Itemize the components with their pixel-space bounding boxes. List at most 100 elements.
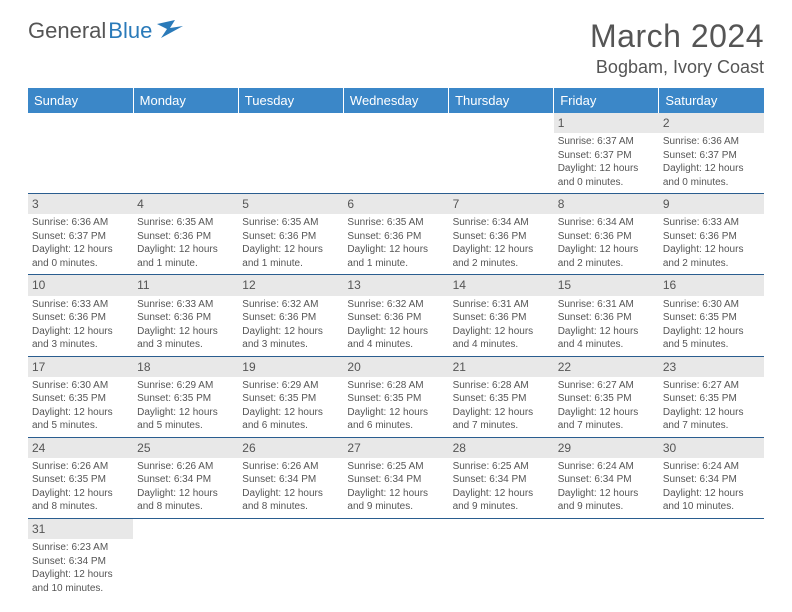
day-details: Sunrise: 6:33 AMSunset: 6:36 PMDaylight:… bbox=[663, 216, 760, 270]
weekday-header-row: SundayMondayTuesdayWednesdayThursdayFrid… bbox=[28, 88, 764, 113]
weekday-header: Tuesday bbox=[238, 88, 343, 113]
day-number: 15 bbox=[554, 275, 659, 295]
day-number: 30 bbox=[659, 438, 764, 458]
calendar-day-cell: 16 Sunrise: 6:30 AMSunset: 6:35 PMDayligh… bbox=[659, 275, 764, 356]
day-details: Sunrise: 6:29 AMSunset: 6:35 PMDaylight:… bbox=[242, 379, 339, 433]
day-number: 12 bbox=[238, 275, 343, 295]
day-number: 23 bbox=[659, 357, 764, 377]
calendar-week-row: 17Sunrise: 6:30 AMSunset: 6:35 PMDayligh… bbox=[28, 356, 764, 437]
calendar-day-cell: 7Sunrise: 6:34 AMSunset: 6:36 PMDaylight… bbox=[449, 194, 554, 275]
day-details: Sunrise: 6:31 AMSunset: 6:36 PMDaylight:… bbox=[558, 298, 655, 352]
day-details: Sunrise: 6:27 AMSunset: 6:35 PMDaylight:… bbox=[558, 379, 655, 433]
calendar-day-cell: 30Sunrise: 6:24 AMSunset: 6:34 PMDayligh… bbox=[659, 437, 764, 518]
day-details: Sunrise: 6:23 AMSunset: 6:34 PMDaylight:… bbox=[32, 541, 129, 595]
calendar-day-cell: 5Sunrise: 6:35 AMSunset: 6:36 PMDaylight… bbox=[238, 194, 343, 275]
day-details: Sunrise: 6:30 AMSunset: 6:35 PMDaylight:… bbox=[32, 379, 129, 433]
day-number: 25 bbox=[133, 438, 238, 458]
calendar-day-cell: 20Sunrise: 6:28 AMSunset: 6:35 PMDayligh… bbox=[343, 356, 448, 437]
weekday-header: Wednesday bbox=[343, 88, 448, 113]
day-details: Sunrise: 6:36 AMSunset: 6:37 PMDaylight:… bbox=[32, 216, 129, 270]
day-number: 3 bbox=[28, 194, 133, 214]
day-number: 2 bbox=[659, 113, 764, 133]
calendar-day-cell: 4Sunrise: 6:35 AMSunset: 6:36 PMDaylight… bbox=[133, 194, 238, 275]
day-number: 4 bbox=[133, 194, 238, 214]
calendar-day-cell: 27Sunrise: 6:25 AMSunset: 6:34 PMDayligh… bbox=[343, 437, 448, 518]
calendar-day-cell: 11 Sunrise: 6:33 AMSunset: 6:36 PMDayligh… bbox=[133, 275, 238, 356]
day-number: 29 bbox=[554, 438, 659, 458]
header: GeneralBlue March 2024 Bogbam, Ivory Coa… bbox=[28, 18, 764, 78]
day-details: Sunrise: 6:31 AMSunset: 6:36 PMDaylight:… bbox=[453, 298, 550, 352]
location: Bogbam, Ivory Coast bbox=[590, 57, 764, 78]
calendar-week-row: 31Sunrise: 6:23 AMSunset: 6:34 PMDayligh… bbox=[28, 518, 764, 599]
day-number: 10 bbox=[28, 275, 133, 295]
day-number: 31 bbox=[28, 519, 133, 539]
day-number: 9 bbox=[659, 194, 764, 214]
day-details: Sunrise: 6:26 AMSunset: 6:35 PMDaylight:… bbox=[32, 460, 129, 514]
calendar-day-cell bbox=[133, 518, 238, 599]
day-details: Sunrise: 6:35 AMSunset: 6:36 PMDaylight:… bbox=[137, 216, 234, 270]
day-details: Sunrise: 6:28 AMSunset: 6:35 PMDaylight:… bbox=[453, 379, 550, 433]
day-number: 7 bbox=[449, 194, 554, 214]
calendar-day-cell: 3Sunrise: 6:36 AMSunset: 6:37 PMDaylight… bbox=[28, 194, 133, 275]
calendar-day-cell: 19Sunrise: 6:29 AMSunset: 6:35 PMDayligh… bbox=[238, 356, 343, 437]
weekday-header: Friday bbox=[554, 88, 659, 113]
day-number: 18 bbox=[133, 357, 238, 377]
day-number: 19 bbox=[238, 357, 343, 377]
day-number: 22 bbox=[554, 357, 659, 377]
calendar-week-row: 24Sunrise: 6:26 AMSunset: 6:35 PMDayligh… bbox=[28, 437, 764, 518]
calendar-day-cell: 8Sunrise: 6:34 AMSunset: 6:36 PMDaylight… bbox=[554, 194, 659, 275]
day-number: 26 bbox=[238, 438, 343, 458]
day-details: Sunrise: 6:36 AMSunset: 6:37 PMDaylight:… bbox=[663, 135, 760, 189]
calendar-day-cell: 6Sunrise: 6:35 AMSunset: 6:36 PMDaylight… bbox=[343, 194, 448, 275]
calendar-day-cell: 29Sunrise: 6:24 AMSunset: 6:34 PMDayligh… bbox=[554, 437, 659, 518]
day-details: Sunrise: 6:26 AMSunset: 6:34 PMDaylight:… bbox=[242, 460, 339, 514]
calendar-day-cell: 26Sunrise: 6:26 AMSunset: 6:34 PMDayligh… bbox=[238, 437, 343, 518]
weekday-header: Saturday bbox=[659, 88, 764, 113]
day-details: Sunrise: 6:33 AMSunset: 6:36 PMDaylight:… bbox=[32, 298, 129, 352]
day-number: 17 bbox=[28, 357, 133, 377]
day-number: 14 bbox=[449, 275, 554, 295]
day-number: 24 bbox=[28, 438, 133, 458]
calendar-day-cell bbox=[659, 518, 764, 599]
day-details: Sunrise: 6:37 AMSunset: 6:37 PMDaylight:… bbox=[558, 135, 655, 189]
day-details: Sunrise: 6:33 AMSunset: 6:36 PMDaylight:… bbox=[137, 298, 234, 352]
day-number: 8 bbox=[554, 194, 659, 214]
calendar-day-cell: 28Sunrise: 6:25 AMSunset: 6:34 PMDayligh… bbox=[449, 437, 554, 518]
weekday-header: Sunday bbox=[28, 88, 133, 113]
brand-logo: GeneralBlue bbox=[28, 18, 183, 44]
calendar-day-cell: 13 Sunrise: 6:32 AMSunset: 6:36 PMDayligh… bbox=[343, 275, 448, 356]
calendar-day-cell bbox=[343, 113, 448, 194]
calendar-day-cell bbox=[238, 113, 343, 194]
month-title: March 2024 bbox=[590, 18, 764, 55]
calendar-day-cell: 12Sunrise: 6:32 AMSunset: 6:36 PMDayligh… bbox=[238, 275, 343, 356]
day-number: 16 bbox=[659, 275, 764, 295]
day-number: 13 bbox=[343, 275, 448, 295]
day-details: Sunrise: 6:26 AMSunset: 6:34 PMDaylight:… bbox=[137, 460, 234, 514]
day-details: Sunrise: 6:24 AMSunset: 6:34 PMDaylight:… bbox=[558, 460, 655, 514]
calendar-day-cell bbox=[28, 113, 133, 194]
calendar-day-cell: 14 Sunrise: 6:31 AMSunset: 6:36 PMDayligh… bbox=[449, 275, 554, 356]
calendar-table: SundayMondayTuesdayWednesdayThursdayFrid… bbox=[28, 88, 764, 599]
day-number: 27 bbox=[343, 438, 448, 458]
calendar-day-cell bbox=[449, 113, 554, 194]
calendar-day-cell bbox=[554, 518, 659, 599]
day-details: Sunrise: 6:29 AMSunset: 6:35 PMDaylight:… bbox=[137, 379, 234, 433]
calendar-day-cell: 31Sunrise: 6:23 AMSunset: 6:34 PMDayligh… bbox=[28, 518, 133, 599]
day-details: Sunrise: 6:30 AMSunset: 6:35 PMDaylight:… bbox=[663, 298, 760, 352]
day-number: 11 bbox=[133, 275, 238, 295]
day-details: Sunrise: 6:35 AMSunset: 6:36 PMDaylight:… bbox=[242, 216, 339, 270]
day-details: Sunrise: 6:25 AMSunset: 6:34 PMDaylight:… bbox=[347, 460, 444, 514]
day-details: Sunrise: 6:34 AMSunset: 6:36 PMDaylight:… bbox=[558, 216, 655, 270]
day-details: Sunrise: 6:32 AMSunset: 6:36 PMDaylight:… bbox=[347, 298, 444, 352]
day-details: Sunrise: 6:24 AMSunset: 6:34 PMDaylight:… bbox=[663, 460, 760, 514]
calendar-week-row: 1Sunrise: 6:37 AMSunset: 6:37 PMDaylight… bbox=[28, 113, 764, 194]
day-details: Sunrise: 6:25 AMSunset: 6:34 PMDaylight:… bbox=[453, 460, 550, 514]
calendar-day-cell: 2Sunrise: 6:36 AMSunset: 6:37 PMDaylight… bbox=[659, 113, 764, 194]
weekday-header: Monday bbox=[133, 88, 238, 113]
calendar-day-cell: 17Sunrise: 6:30 AMSunset: 6:35 PMDayligh… bbox=[28, 356, 133, 437]
day-details: Sunrise: 6:34 AMSunset: 6:36 PMDaylight:… bbox=[453, 216, 550, 270]
calendar-day-cell: 15 Sunrise: 6:31 AMSunset: 6:36 PMDayligh… bbox=[554, 275, 659, 356]
calendar-day-cell: 9Sunrise: 6:33 AMSunset: 6:36 PMDaylight… bbox=[659, 194, 764, 275]
calendar-day-cell: 22Sunrise: 6:27 AMSunset: 6:35 PMDayligh… bbox=[554, 356, 659, 437]
calendar-day-cell: 1Sunrise: 6:37 AMSunset: 6:37 PMDaylight… bbox=[554, 113, 659, 194]
